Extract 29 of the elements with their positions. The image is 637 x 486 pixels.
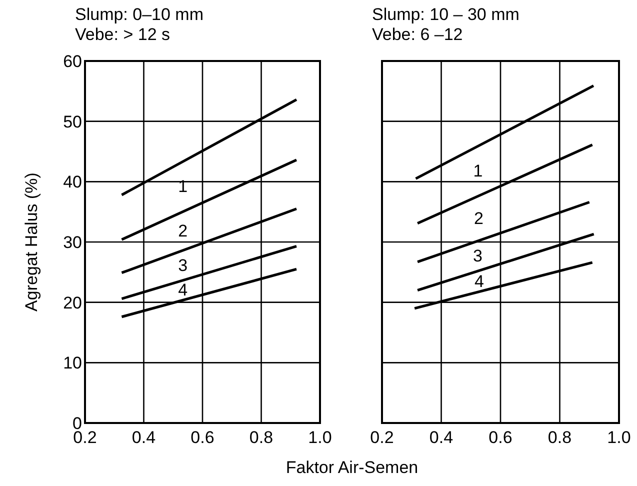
x-tick-label: 0.8 bbox=[548, 428, 572, 447]
annotation: 4 bbox=[474, 272, 484, 291]
x-tick-label: 0.6 bbox=[488, 428, 512, 447]
annotation: 2 bbox=[178, 222, 188, 241]
y-tick-label: 50 bbox=[63, 112, 82, 132]
annotation: 2 bbox=[474, 208, 484, 228]
x-tick-label: 1.0 bbox=[607, 428, 631, 447]
x-tick-label: 0.2 bbox=[370, 428, 394, 447]
annotation: 1 bbox=[473, 161, 483, 180]
y-tick-label: 40 bbox=[63, 172, 82, 192]
y-tick-label: 10 bbox=[63, 354, 82, 373]
y-tick-label: 60 bbox=[63, 52, 82, 71]
annotation: 3 bbox=[178, 256, 188, 275]
annotation: 3 bbox=[472, 246, 482, 266]
x-tick-label: 1.0 bbox=[308, 428, 332, 447]
annotation: 4 bbox=[178, 280, 188, 300]
x-axis-title: Faktor Air-Semen bbox=[286, 458, 418, 477]
x-tick-label: 0.8 bbox=[249, 428, 274, 447]
y-axis-title: Agregat Halus (%) bbox=[22, 172, 41, 312]
x-tick-label: 0.4 bbox=[132, 428, 156, 447]
chart-subtitle: Vebe: 6 –12 bbox=[372, 25, 463, 44]
chart-subtitle: Vebe: > 12 s bbox=[75, 25, 170, 44]
x-tick-label: 0.4 bbox=[429, 428, 454, 447]
chart-title: Slump: 0–10 mm bbox=[75, 5, 204, 24]
x-tick-label: 0.2 bbox=[73, 428, 97, 447]
y-tick-label: 20 bbox=[63, 293, 82, 312]
y-tick-label: 30 bbox=[63, 233, 82, 252]
x-tick-label: 0.6 bbox=[190, 428, 214, 447]
chart-title: Slump: 10 – 30 mm bbox=[372, 5, 520, 24]
